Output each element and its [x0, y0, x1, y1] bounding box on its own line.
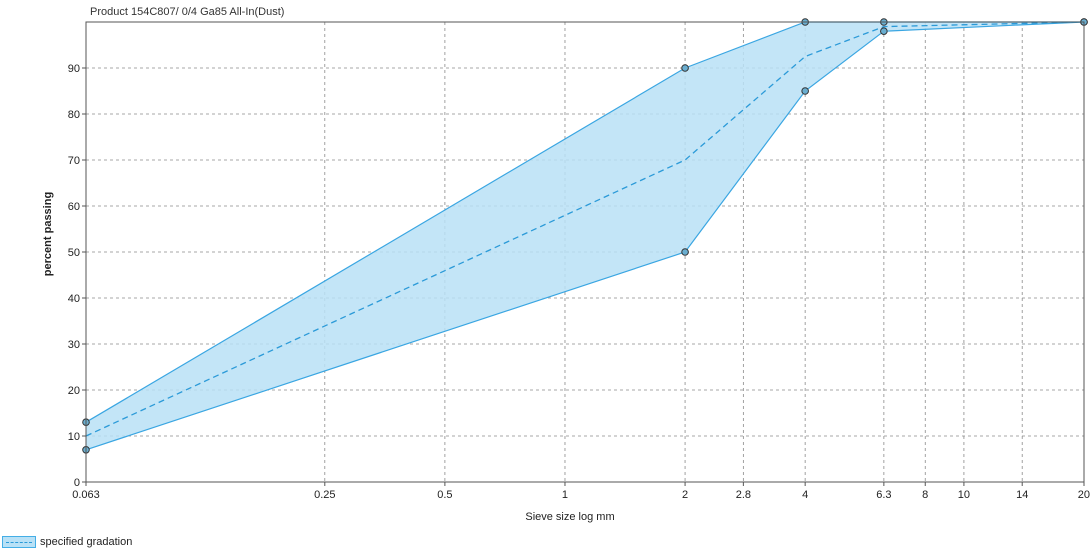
y-tick-label: 50	[68, 247, 80, 259]
y-tick-label: 40	[68, 293, 80, 305]
chart-title: Product 154C807/ 0/4 Ga85 All-In(Dust)	[90, 6, 285, 18]
x-tick-label: 4	[802, 489, 808, 501]
y-tick-label: 80	[68, 109, 80, 121]
envelope-area	[86, 22, 1084, 450]
x-tick-label: 2.8	[736, 489, 751, 501]
lower-limit-marker	[681, 248, 689, 256]
lower-limit-marker	[801, 87, 809, 95]
gradation-band	[86, 22, 1084, 450]
y-tick-label: 60	[68, 201, 80, 213]
x-tick-label: 20	[1078, 489, 1090, 501]
x-tick-label: 10	[958, 489, 970, 501]
x-tick-label: 6.3	[876, 489, 891, 501]
y-tick-label: 20	[68, 385, 80, 397]
y-axis-ticks: 0 10 20 30 40 50 60 70 80 90	[68, 63, 86, 489]
x-tick-label: 14	[1016, 489, 1028, 501]
y-tick-label: 90	[68, 63, 80, 75]
legend-swatch	[2, 536, 36, 548]
x-tick-label: 0.5	[437, 489, 452, 501]
y-tick-label: 10	[68, 431, 80, 443]
x-tick-label: 2	[682, 489, 688, 501]
y-tick-label: 0	[74, 477, 80, 489]
upper-limit-marker	[681, 64, 689, 72]
legend-label: specified gradation	[40, 536, 133, 548]
x-tick-label: 0.25	[314, 489, 335, 501]
x-tick-label: 8	[922, 489, 928, 501]
x-tick-label: 1	[562, 489, 568, 501]
x-tick-label: 0.063	[72, 489, 100, 501]
y-tick-label: 70	[68, 155, 80, 167]
y-axis-label: percent passing	[42, 191, 54, 277]
x-axis-label: Sieve size log mm	[525, 511, 615, 523]
y-tick-label: 30	[68, 339, 80, 351]
legend: specified gradation	[2, 536, 132, 548]
lower-limit-marker	[880, 27, 888, 36]
x-axis-ticks: 0.063 0.25 0.5 1 2 2.8 4 6.3 8 10 14 20	[72, 482, 1090, 501]
